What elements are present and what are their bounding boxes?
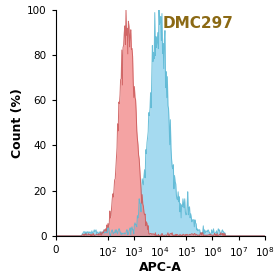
Y-axis label: Count (%): Count (%) [11, 88, 24, 158]
Text: DMC297: DMC297 [162, 16, 233, 31]
X-axis label: APC-A: APC-A [139, 262, 182, 274]
